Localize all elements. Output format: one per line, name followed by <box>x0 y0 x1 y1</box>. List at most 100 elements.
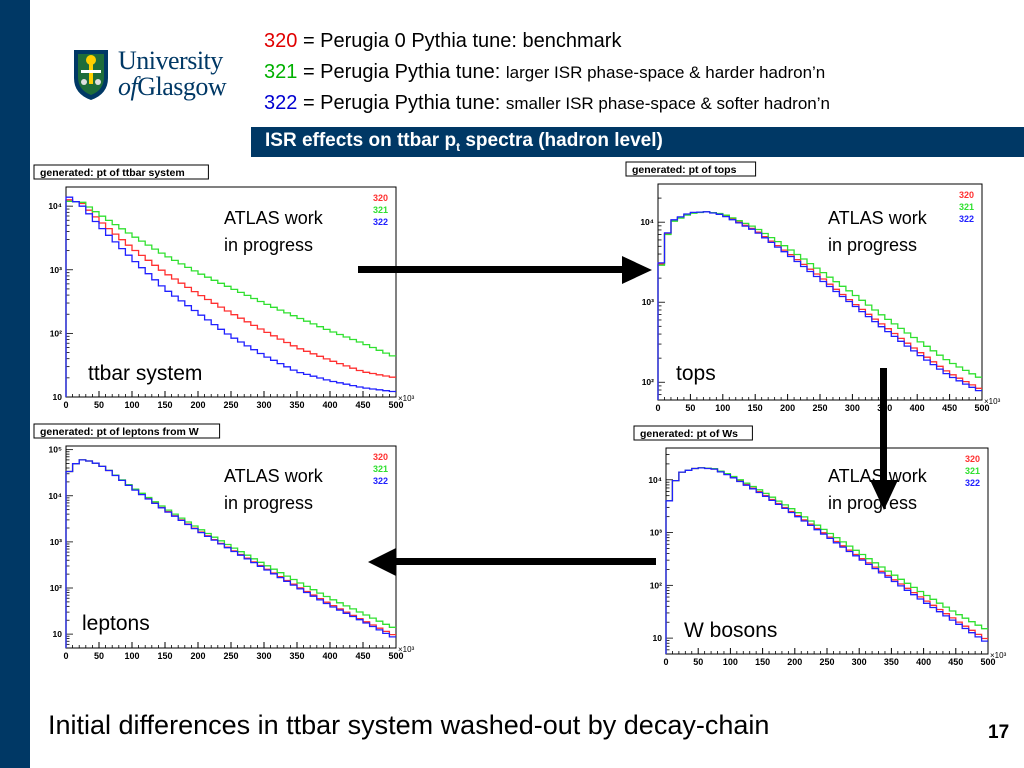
tune-prefix: = Perugia 0 Pythia tune: <box>302 30 523 52</box>
y-tick-label: 10³ <box>50 265 62 275</box>
legend-box <box>362 191 392 229</box>
x-tick-label: 200 <box>787 657 802 667</box>
x-tick-label: 100 <box>715 403 730 413</box>
plot-svg: generated: pt of tops 0 50 100 150 200 250 300 3… <box>625 161 1001 413</box>
x-multiplier: ×10³ <box>984 397 1001 406</box>
x-tick-label: 150 <box>157 400 172 410</box>
series-line-320 <box>65 199 396 397</box>
x-tick-label: 450 <box>948 657 963 667</box>
y-tick-label: 10² <box>50 583 62 593</box>
x-tick-label: 300 <box>845 403 860 413</box>
legend-entry-320: 320 <box>373 452 388 462</box>
tune-number: 322 <box>264 92 298 114</box>
x-tick-label: 500 <box>388 651 403 661</box>
x-tick-label: 50 <box>693 657 703 667</box>
plot-title-box <box>625 161 757 177</box>
x-tick-label: 100 <box>723 657 738 667</box>
series-line-321 <box>65 200 396 397</box>
plot-title: generated: pt of tops <box>632 164 737 176</box>
annotation-line: ATLAS work <box>224 466 323 486</box>
annotation-line: ATLAS work <box>828 208 927 228</box>
slide-title-suffix: spectra (hadron level) <box>460 130 663 151</box>
x-tick-label: 0 <box>663 657 668 667</box>
plot-leptons: generated: pt of leptons from W 0 50 100 150… <box>28 420 424 666</box>
x-tick-label: 400 <box>916 657 931 667</box>
x-tick-label: 450 <box>355 651 370 661</box>
arrow-right-icon <box>358 256 652 284</box>
university-logo: University ofGlasgow <box>72 44 252 106</box>
x-tick-label: 500 <box>974 403 989 413</box>
slide-title-bar: ISR effects on ttbar pt spectra (hadron … <box>251 127 1024 157</box>
x-multiplier: ×10³ <box>398 645 415 654</box>
x-tick-label: 100 <box>124 400 139 410</box>
x-tick-label: 100 <box>124 651 139 661</box>
plot-svg: generated: pt of ttbar system 0 50 100 150 20… <box>33 164 415 410</box>
y-tick-label: 10² <box>642 377 654 387</box>
annotation-line: in progress <box>224 493 314 513</box>
plot-frame <box>657 183 983 401</box>
legend-entry-320: 320 <box>959 190 974 200</box>
y-tick-label: 10³ <box>650 528 662 538</box>
x-tick-label: 400 <box>322 651 337 661</box>
footer-conclusion: Initial differences in ttbar system wash… <box>48 710 770 740</box>
x-tick-label: 350 <box>884 657 899 667</box>
legend-entry-322: 322 <box>959 214 974 224</box>
plot-title-box <box>33 164 209 180</box>
y-tick-label: 10⁴ <box>640 217 654 227</box>
annotation-line: in progress <box>828 235 918 255</box>
x-tick-label: 250 <box>223 400 238 410</box>
series-line-322 <box>65 196 396 397</box>
x-tick-label: 150 <box>748 403 763 413</box>
y-tick-label: 10 <box>53 629 63 639</box>
plot-title: generated: pt of ttbar system <box>40 167 185 179</box>
atlas-annotation-tops: ATLAS work in progress <box>828 205 927 259</box>
y-tick-label: 10² <box>50 328 62 338</box>
x-tick-label: 250 <box>223 651 238 661</box>
legend-entry-322: 322 <box>373 217 388 227</box>
annotation-line: in progress <box>828 493 918 513</box>
panel-label-leptons: leptons <box>82 612 150 635</box>
x-tick-label: 150 <box>157 651 172 661</box>
x-tick-label: 0 <box>63 400 68 410</box>
tune-line-320: 320 = Perugia 0 Pythia tune: benchmark <box>264 30 621 53</box>
x-tick-label: 50 <box>685 403 695 413</box>
x-tick-label: 150 <box>755 657 770 667</box>
plot-svg: generated: pt of leptons from W 0 50 100 150… <box>33 423 415 661</box>
legend-entry-322: 322 <box>965 478 980 488</box>
x-tick-label: 400 <box>322 400 337 410</box>
x-tick-label: 0 <box>655 403 660 413</box>
x-tick-label: 200 <box>190 400 205 410</box>
plot-title: generated: pt of leptons from W <box>40 426 199 438</box>
panel-label-ttbar: ttbar system <box>88 362 203 385</box>
legend-entry-321: 321 <box>373 205 388 215</box>
tune-prefix: = Perugia Pythia tune: <box>302 61 506 83</box>
annotation-line: ATLAS work <box>828 466 927 486</box>
y-tick-label: 10⁴ <box>648 475 662 485</box>
legend-entry-321: 321 <box>965 466 980 476</box>
plot-ttbar-system: generated: pt of ttbar system 0 50 100 150 20… <box>28 161 424 415</box>
left-sidebar-stripe <box>0 0 30 768</box>
series-line-322 <box>657 211 982 400</box>
legend-entry-321: 321 <box>959 202 974 212</box>
plot-title: generated: pt of Ws <box>640 428 738 440</box>
x-tick-label: 350 <box>289 400 304 410</box>
x-tick-label: 450 <box>942 403 957 413</box>
x-tick-label: 350 <box>289 651 304 661</box>
x-tick-label: 250 <box>812 403 827 413</box>
slide-title-main: ISR effects on ttbar p <box>265 130 457 151</box>
tune-line-322: 322 = Perugia Pythia tune: smaller ISR p… <box>264 92 830 115</box>
logo-line2: ofGlasgow <box>118 72 227 102</box>
legend-box <box>362 450 392 488</box>
plot-title-box <box>33 423 221 439</box>
legend-entry-320: 320 <box>965 454 980 464</box>
x-tick-label: 500 <box>388 400 403 410</box>
tune-desc: smaller ISR phase-space & softer hadron’… <box>505 94 830 113</box>
tune-prefix: = Perugia Pythia tune: <box>302 92 506 114</box>
legend-entry-321: 321 <box>373 464 388 474</box>
panel-label-tops: tops <box>676 362 716 385</box>
x-tick-label: 0 <box>63 651 68 661</box>
annotation-line: in progress <box>224 235 314 255</box>
x-tick-label: 400 <box>910 403 925 413</box>
atlas-annotation-ttbar: ATLAS work in progress <box>224 205 323 259</box>
slide-title: ISR effects on ttbar pt spectra (hadron … <box>265 130 663 154</box>
